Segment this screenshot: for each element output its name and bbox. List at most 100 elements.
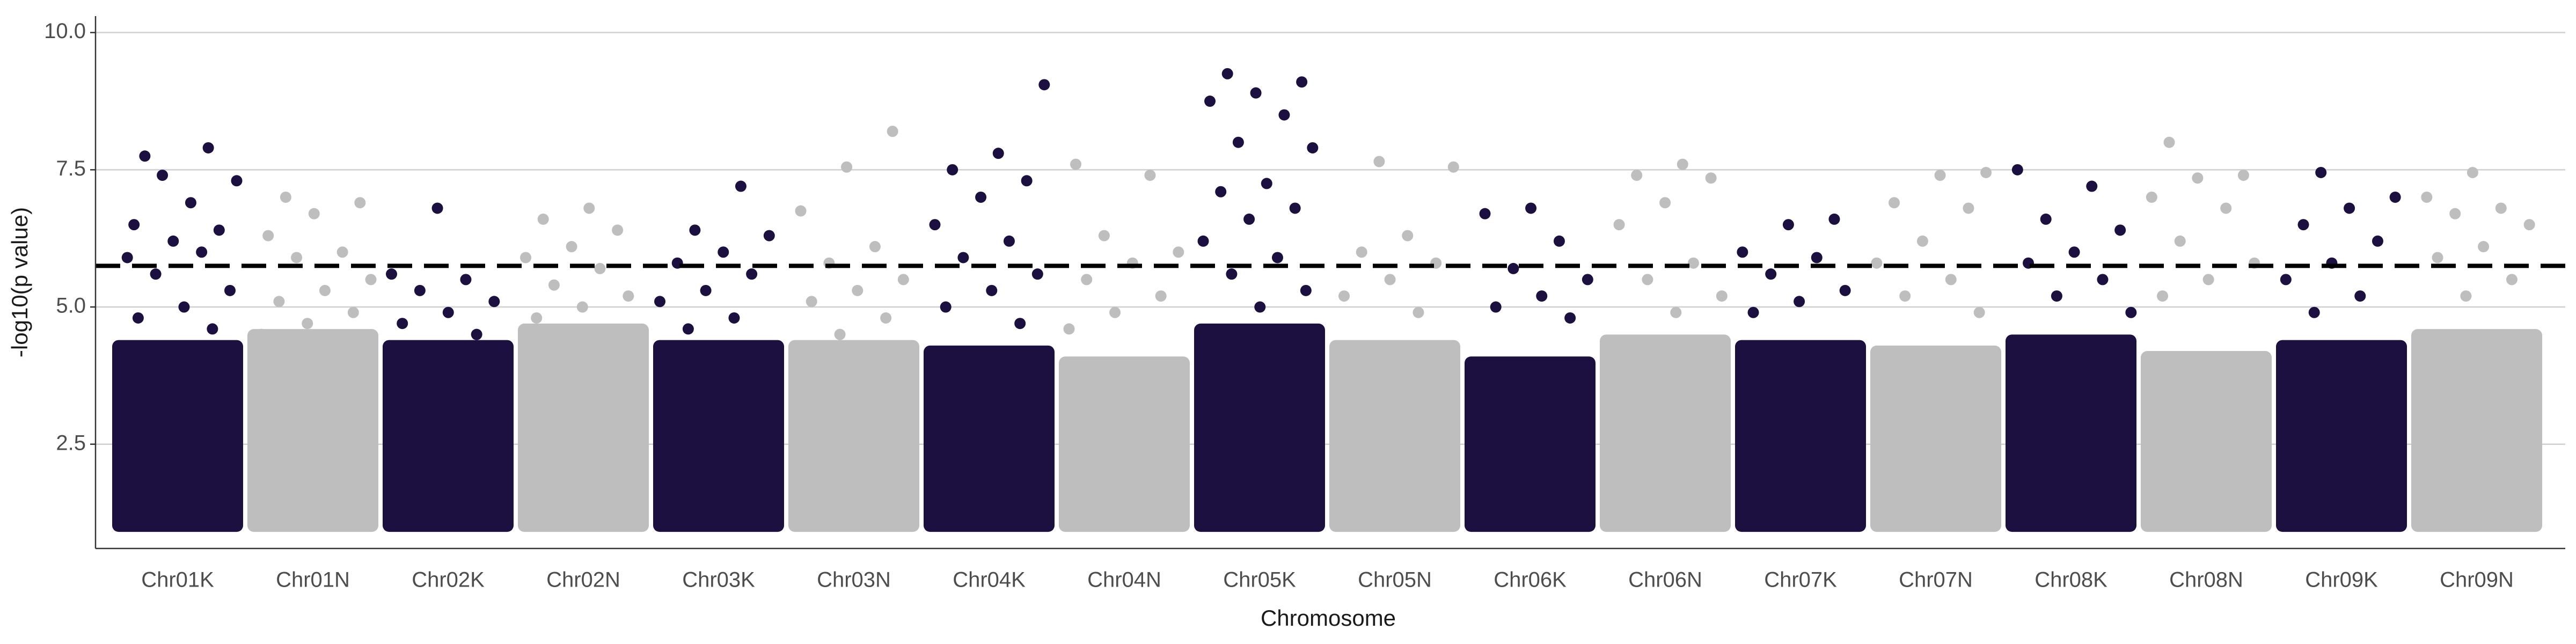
- snp-point: [880, 312, 892, 324]
- snp-point: [1063, 323, 1075, 335]
- x-tick-label: Chr08N: [2169, 568, 2243, 592]
- snp-point: [1003, 235, 1015, 247]
- snp-point: [1447, 161, 1459, 173]
- snp-point: [1564, 312, 1576, 324]
- snp-point: [2125, 306, 2137, 318]
- snp-point: [1828, 213, 1840, 225]
- snp-point: [576, 301, 588, 313]
- snp-point: [2157, 290, 2169, 302]
- snp-point: [1014, 318, 1026, 330]
- snp-point: [308, 208, 320, 219]
- snp-point: [2280, 274, 2292, 286]
- x-tick-label: Chr03K: [682, 568, 755, 592]
- snp-point: [2478, 241, 2490, 253]
- snp-point: [957, 252, 969, 264]
- snp-point: [1243, 213, 1255, 225]
- snp-point: [442, 306, 454, 318]
- snp-point: [471, 328, 482, 340]
- snp-point: [520, 252, 532, 264]
- snp-point: [1479, 208, 1491, 219]
- dense-points: [1600, 334, 1731, 532]
- snp-point: [2174, 235, 2186, 247]
- dense-points: [1735, 340, 1866, 532]
- snp-point: [2460, 290, 2472, 302]
- snp-point: [1278, 109, 1290, 121]
- dense-points: [788, 340, 919, 532]
- snp-point: [1899, 290, 1911, 302]
- snp-point: [1973, 306, 1985, 318]
- snp-point: [386, 268, 398, 280]
- snp-point: [612, 224, 624, 236]
- y-tick-label: 7.5: [56, 157, 86, 180]
- snp-point: [2315, 166, 2327, 178]
- snp-point: [682, 323, 694, 335]
- snp-point: [1945, 274, 1957, 286]
- dense-points: [653, 340, 784, 532]
- snp-point: [1081, 274, 1093, 286]
- snp-point: [1980, 166, 1992, 178]
- snp-point: [2506, 274, 2518, 286]
- snp-point: [1221, 68, 1233, 79]
- snp-point: [1747, 306, 1759, 318]
- snp-point: [2449, 208, 2461, 219]
- snp-point: [2237, 170, 2249, 181]
- snp-point: [224, 284, 236, 296]
- snp-point: [1705, 172, 1717, 184]
- snp-point: [365, 274, 377, 286]
- snp-point: [654, 296, 666, 308]
- x-tick-label: Chr06N: [1628, 568, 1702, 592]
- snp-point: [841, 161, 853, 173]
- snp-point: [728, 312, 740, 324]
- snp-point: [2354, 290, 2366, 302]
- snp-point: [1307, 142, 1319, 153]
- snp-point: [1737, 246, 1748, 258]
- snp-point: [2297, 219, 2309, 231]
- y-tick-label: 10.0: [44, 19, 86, 43]
- x-tick-label: Chr04K: [953, 568, 1026, 592]
- snp-point: [700, 284, 712, 296]
- snp-point: [1300, 284, 1312, 296]
- y-tick-label: 5.0: [56, 294, 86, 318]
- snp-point: [852, 284, 863, 296]
- snp-point: [2495, 202, 2507, 214]
- snp-point: [531, 312, 543, 324]
- snp-point: [1536, 290, 1548, 302]
- snp-point: [1155, 290, 1167, 302]
- snp-point: [2051, 290, 2062, 302]
- snp-point: [834, 328, 846, 340]
- snp-point: [806, 296, 817, 308]
- dense-points: [383, 340, 514, 532]
- dense-points: [1329, 340, 1460, 532]
- snp-point: [414, 284, 426, 296]
- x-tick-label: Chr07K: [1764, 568, 1837, 592]
- snp-point: [2163, 136, 2175, 148]
- snp-point: [202, 142, 214, 153]
- x-tick-label: Chr01N: [276, 568, 350, 592]
- snp-point: [1613, 219, 1625, 231]
- snp-point: [2372, 235, 2383, 247]
- snp-point: [1109, 306, 1121, 318]
- snp-point: [1402, 230, 1414, 241]
- snp-point: [150, 268, 162, 280]
- snp-point: [1811, 252, 1823, 264]
- snp-point: [795, 205, 807, 217]
- snp-point: [291, 252, 303, 264]
- snp-point: [2011, 164, 2023, 175]
- snp-point: [128, 219, 140, 231]
- snp-point: [1289, 202, 1301, 214]
- snp-point: [623, 290, 634, 302]
- snp-point: [2040, 213, 2052, 225]
- snp-point: [319, 284, 331, 296]
- snp-point: [178, 301, 190, 313]
- x-tick-label: Chr05K: [1223, 568, 1296, 592]
- snp-point: [1507, 262, 1519, 274]
- snp-point: [869, 241, 881, 253]
- snp-point: [2467, 166, 2478, 178]
- snp-point: [2523, 219, 2535, 231]
- snp-point: [1031, 268, 1043, 280]
- snp-point: [213, 224, 225, 236]
- snp-point: [2086, 180, 2098, 192]
- x-tick-label: Chr02N: [546, 568, 620, 592]
- snp-point: [1204, 96, 1216, 107]
- snp-point: [940, 301, 952, 313]
